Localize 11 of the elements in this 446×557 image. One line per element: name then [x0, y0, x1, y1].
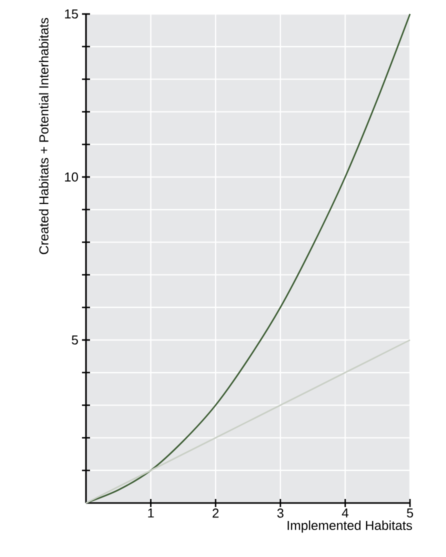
x-tick-label: 3 — [277, 508, 284, 518]
x-tick-label: 4 — [342, 508, 348, 518]
y-tick-label: 10 — [65, 172, 78, 182]
line-series — [85, 13, 411, 504]
y-tick-label: 5 — [72, 335, 78, 345]
y-axis-title: Created Habitats + Potential Interhabitats — [38, 18, 48, 254]
x-tick-label: 5 — [406, 508, 414, 518]
x-tick-label: 2 — [212, 508, 219, 518]
x-axis-title: Implemented Habitats — [288, 520, 412, 533]
y-tick-label: 15 — [65, 9, 78, 19]
x-tick-label: 1 — [148, 508, 154, 518]
